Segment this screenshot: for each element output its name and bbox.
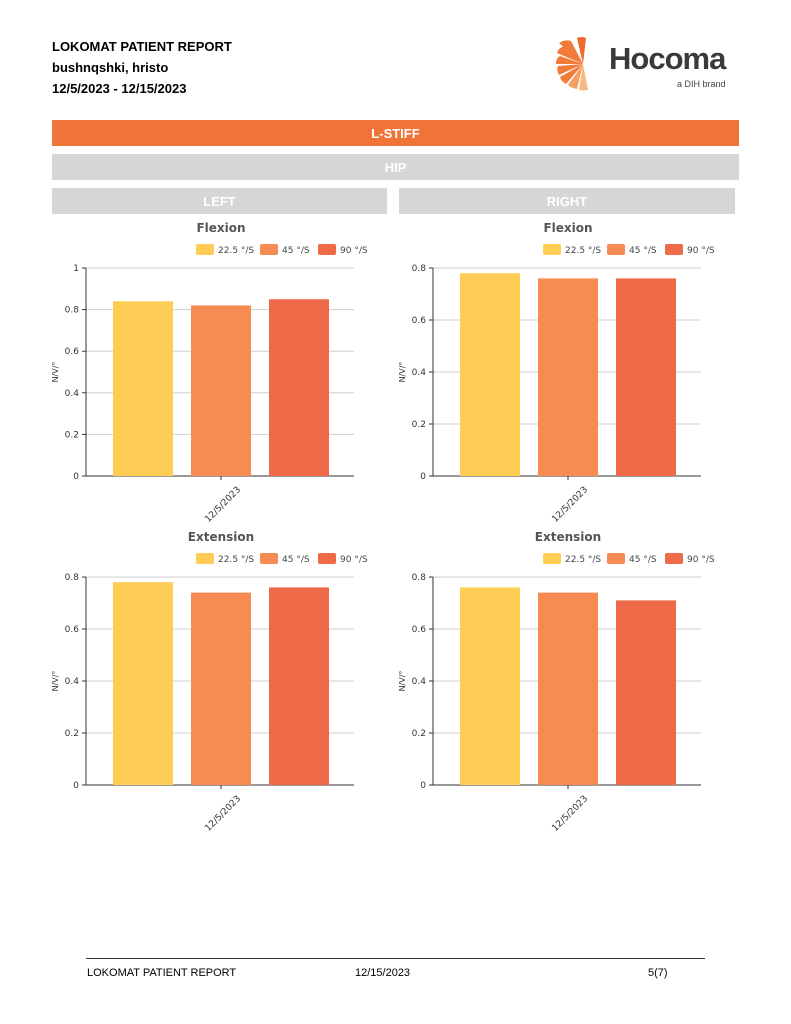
- legend-label: 22.5 °/S: [218, 555, 254, 565]
- y-tick-label: 0.2: [412, 420, 426, 430]
- legend-label: 90 °/S: [687, 246, 715, 256]
- footer-title: LOKOMAT PATIENT REPORT: [87, 967, 237, 979]
- legend-swatch: [196, 244, 214, 255]
- chart-title: Flexion: [196, 221, 245, 235]
- logo-swirl-icon: [556, 37, 588, 91]
- legend-swatch: [260, 553, 278, 564]
- report-header: LOKOMAT PATIENT REPORT bushnqshki, hrist…: [52, 36, 232, 99]
- bar-3: [269, 299, 329, 476]
- x-tick-label: 12/5/2023: [203, 794, 243, 834]
- legend-swatch: [260, 244, 278, 255]
- bar-3: [269, 587, 329, 785]
- chart-title: Extension: [535, 530, 601, 544]
- footer-date: 12/15/2023: [355, 967, 411, 979]
- y-tick-label: 0.2: [65, 729, 79, 739]
- legend-swatch: [665, 244, 683, 255]
- y-tick-label: 0.6: [65, 625, 80, 635]
- y-tick-label: 0: [420, 781, 426, 791]
- y-axis-label: N/V/°: [398, 671, 407, 692]
- y-tick-label: 0.8: [412, 573, 427, 583]
- right-side-banner: RIGHT: [399, 188, 735, 214]
- footer-divider: [86, 958, 705, 959]
- y-axis-label: N/V/°: [398, 362, 407, 383]
- bar-1: [113, 582, 173, 785]
- legend-swatch: [665, 553, 683, 564]
- report-title: LOKOMAT PATIENT REPORT: [52, 39, 232, 54]
- patient-name: bushnqshki, hristo: [52, 60, 169, 75]
- legend-label: 45 °/S: [629, 246, 657, 256]
- legend-swatch: [607, 553, 625, 564]
- legend-swatch: [607, 244, 625, 255]
- y-tick-label: 0: [420, 472, 426, 482]
- y-tick-label: 0.6: [65, 347, 80, 357]
- legend-label: 22.5 °/S: [565, 246, 601, 256]
- joint-banner: HIP: [52, 154, 739, 180]
- y-tick-label: 0.2: [65, 430, 79, 440]
- x-tick-label: 12/5/2023: [203, 485, 243, 525]
- bar-1: [460, 273, 520, 476]
- y-axis-label: N/V/°: [51, 671, 60, 692]
- hocoma-logo: Hocoma a DIH brand: [553, 33, 738, 95]
- bar-2: [191, 305, 251, 476]
- y-tick-label: 0.4: [65, 677, 80, 687]
- x-tick-label: 12/5/2023: [550, 794, 590, 834]
- bar-2: [191, 592, 251, 785]
- y-tick-label: 0.4: [412, 677, 427, 687]
- bar-2: [538, 278, 598, 476]
- bar-3: [616, 278, 676, 476]
- legend-swatch: [318, 244, 336, 255]
- bar-2: [538, 592, 598, 785]
- legend-swatch: [196, 553, 214, 564]
- legend-label: 22.5 °/S: [218, 246, 254, 256]
- y-tick-label: 0.8: [65, 573, 80, 583]
- y-tick-label: 0: [73, 781, 79, 791]
- y-tick-label: 0: [73, 472, 79, 482]
- date-range: 12/5/2023 - 12/15/2023: [52, 81, 187, 96]
- y-tick-label: 0.8: [65, 306, 80, 316]
- legend-swatch: [543, 553, 561, 564]
- chart-title: Flexion: [543, 221, 592, 235]
- left-extension-chart: Extension 22.5 °/S 45 °/S 90 °/S 0 0.2 0.4 0.6 0…: [51, 530, 368, 834]
- legend-swatch: [543, 244, 561, 255]
- y-tick-label: 0.2: [412, 729, 426, 739]
- y-tick-label: 0.4: [65, 389, 80, 399]
- x-tick-label: 12/5/2023: [550, 485, 590, 525]
- y-tick-label: 0.8: [412, 264, 427, 274]
- legend-label: 45 °/S: [282, 246, 310, 256]
- bar-1: [113, 301, 173, 476]
- logo-wordmark: Hocoma: [609, 41, 726, 76]
- test-banner: L-STIFF: [52, 120, 739, 146]
- right-extension-chart: Extension 22.5 °/S 45 °/S 90 °/S 0 0.2 0.4 0.6 0…: [398, 530, 715, 834]
- y-axis-label: N/V/°: [51, 362, 60, 383]
- y-tick-label: 1: [73, 264, 79, 274]
- y-tick-label: 0.6: [412, 316, 427, 326]
- legend-label: 22.5 °/S: [565, 555, 601, 565]
- footer-page: 5(7): [648, 967, 668, 979]
- legend-label: 90 °/S: [340, 246, 368, 256]
- bar-1: [460, 587, 520, 785]
- right-flexion-chart: Flexion 22.5 °/S 45 °/S 90 °/S 0 0.2 0.4 0.6 0.8…: [398, 221, 715, 525]
- y-tick-label: 0.6: [412, 625, 427, 635]
- legend-label: 45 °/S: [282, 555, 310, 565]
- chart-title: Extension: [188, 530, 254, 544]
- legend-label: 90 °/S: [340, 555, 368, 565]
- logo-tagline: a DIH brand: [677, 79, 726, 89]
- legend-label: 90 °/S: [687, 555, 715, 565]
- left-flexion-chart: Flexion 22.5 °/S 45 °/S 90 °/S 0 0.2 0.4 0.6 0.8…: [51, 221, 368, 525]
- left-side-banner: LEFT: [52, 188, 387, 214]
- bar-3: [616, 600, 676, 785]
- legend-label: 45 °/S: [629, 555, 657, 565]
- legend-swatch: [318, 553, 336, 564]
- y-tick-label: 0.4: [412, 368, 427, 378]
